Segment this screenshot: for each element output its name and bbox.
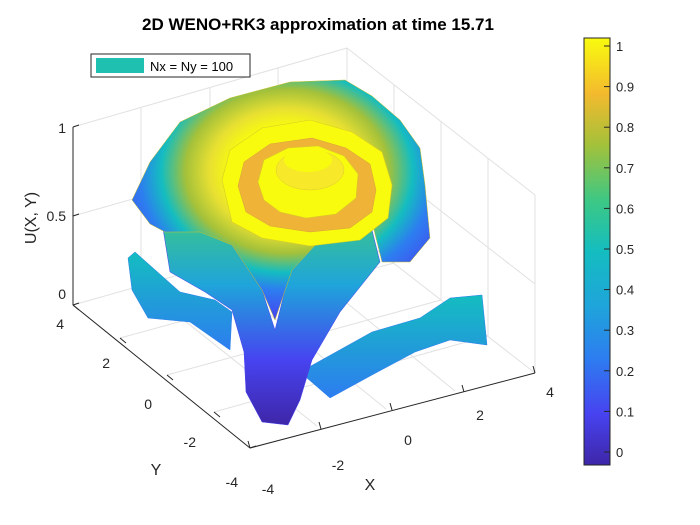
surface-center-top — [284, 148, 332, 172]
colorbar-tick-label: 1 — [616, 39, 623, 54]
colorbar-tick-label: 0.2 — [616, 364, 634, 379]
y-axis: 4 2 0 -2 -4 Y — [56, 304, 257, 490]
x-tick-label: 0 — [404, 432, 412, 448]
y-axis-label: Y — [151, 462, 162, 479]
surface-funnel — [159, 209, 381, 426]
y-tick-label: -4 — [226, 474, 239, 490]
z-tick-label: 0.5 — [47, 208, 67, 224]
surface-skirt-left — [127, 251, 233, 351]
z-tick-label: 1 — [58, 120, 66, 136]
x-tick-label: -4 — [262, 481, 275, 497]
colorbar-gradient — [583, 37, 611, 466]
colorbar-tick-label: 0.9 — [616, 80, 634, 95]
z-axis-label: U(X, Y) — [23, 192, 40, 244]
colorbar-tick-label: 0 — [616, 445, 623, 460]
x-tick-label: 4 — [546, 384, 554, 400]
chart-title: 2D WENO+RK3 approximation at time 15.71 — [142, 15, 494, 34]
legend[interactable]: Nx = Ny = 100 — [90, 53, 251, 78]
y-tick-label: -2 — [184, 434, 197, 450]
colorbar-tick-label: 0.6 — [616, 201, 634, 216]
x-axis: -4 -2 0 2 4 X — [247, 365, 554, 497]
colorbar-ticks: 0 0.1 0.2 0.3 0.4 0.5 0.6 0.7 0.8 0.9 1 — [604, 39, 634, 460]
y-tick-label: 2 — [102, 355, 110, 371]
z-tick-label: 0 — [58, 286, 66, 302]
z-axis: 0 0.5 1 U(X, Y) — [23, 120, 80, 306]
legend-label: Nx = Ny = 100 — [150, 59, 233, 74]
x-axis-label: X — [365, 477, 376, 494]
x-tick-label: -2 — [332, 457, 345, 473]
surface-plot — [127, 79, 488, 426]
colorbar[interactable]: 0 0.1 0.2 0.3 0.4 0.5 0.6 0.7 0.8 0.9 1 — [583, 37, 634, 466]
colorbar-tick-label: 0.3 — [616, 323, 634, 338]
legend-swatch — [96, 58, 144, 73]
colorbar-tick-label: 0.7 — [616, 161, 634, 176]
colorbar-tick-label: 0.1 — [616, 404, 634, 419]
y-tick-label: 0 — [144, 396, 152, 412]
y-tick-label: 4 — [56, 316, 64, 332]
colorbar-tick-label: 0.8 — [616, 120, 634, 135]
x-tick-label: 2 — [476, 407, 484, 423]
colorbar-tick-label: 0.4 — [616, 283, 634, 298]
surface-skirt-right — [299, 294, 488, 399]
colorbar-tick-label: 0.5 — [616, 242, 634, 257]
